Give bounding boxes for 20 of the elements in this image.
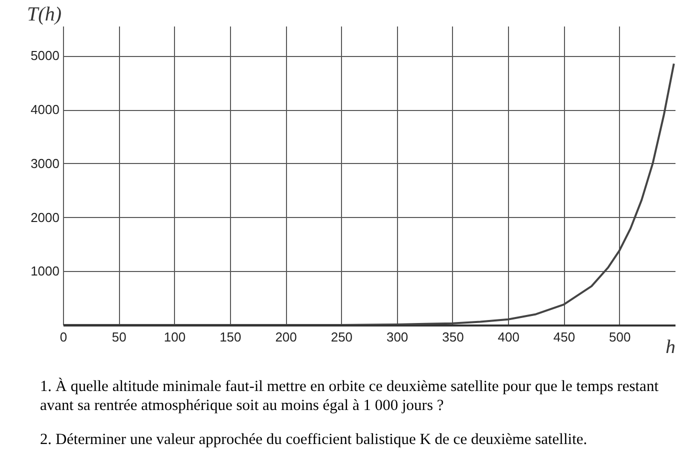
x-tick-label: 200: [275, 330, 297, 344]
x-tick-label: 300: [386, 330, 408, 344]
x-tick-label: 400: [498, 330, 520, 344]
y-tick-label: 3000: [30, 156, 60, 171]
x-tick-label: 350: [442, 330, 464, 344]
x-tick-label: 100: [164, 330, 186, 344]
y-tick-label: 5000: [30, 48, 60, 64]
y-tick-label: 2000: [30, 210, 60, 225]
y-tick-label: 4000: [30, 102, 60, 118]
y-tick-label: 1000: [30, 264, 60, 279]
x-tick-label: 450: [553, 330, 576, 344]
x-tick-label: 0: [60, 330, 68, 344]
y-axis-title: T(h): [27, 4, 62, 26]
text: 2. Déterminer une valeur approchée du coefficient balistique K de ce deuxième satellite.: [40, 430, 588, 450]
text: 1. À quelle altitude minimale faut-il mettre en orbite ce deuxième satellite pour que le temps restant avant sa rentrée atmosphérique soit au moins égal à 1 000 jours ?: [40, 377, 660, 416]
x-tick-label: 50: [112, 330, 126, 344]
line-series: [63, 62, 675, 325]
x-tick-label: 150: [220, 330, 242, 344]
x-tick-label: 250: [330, 330, 353, 344]
x-tick-label: 500: [609, 330, 631, 344]
